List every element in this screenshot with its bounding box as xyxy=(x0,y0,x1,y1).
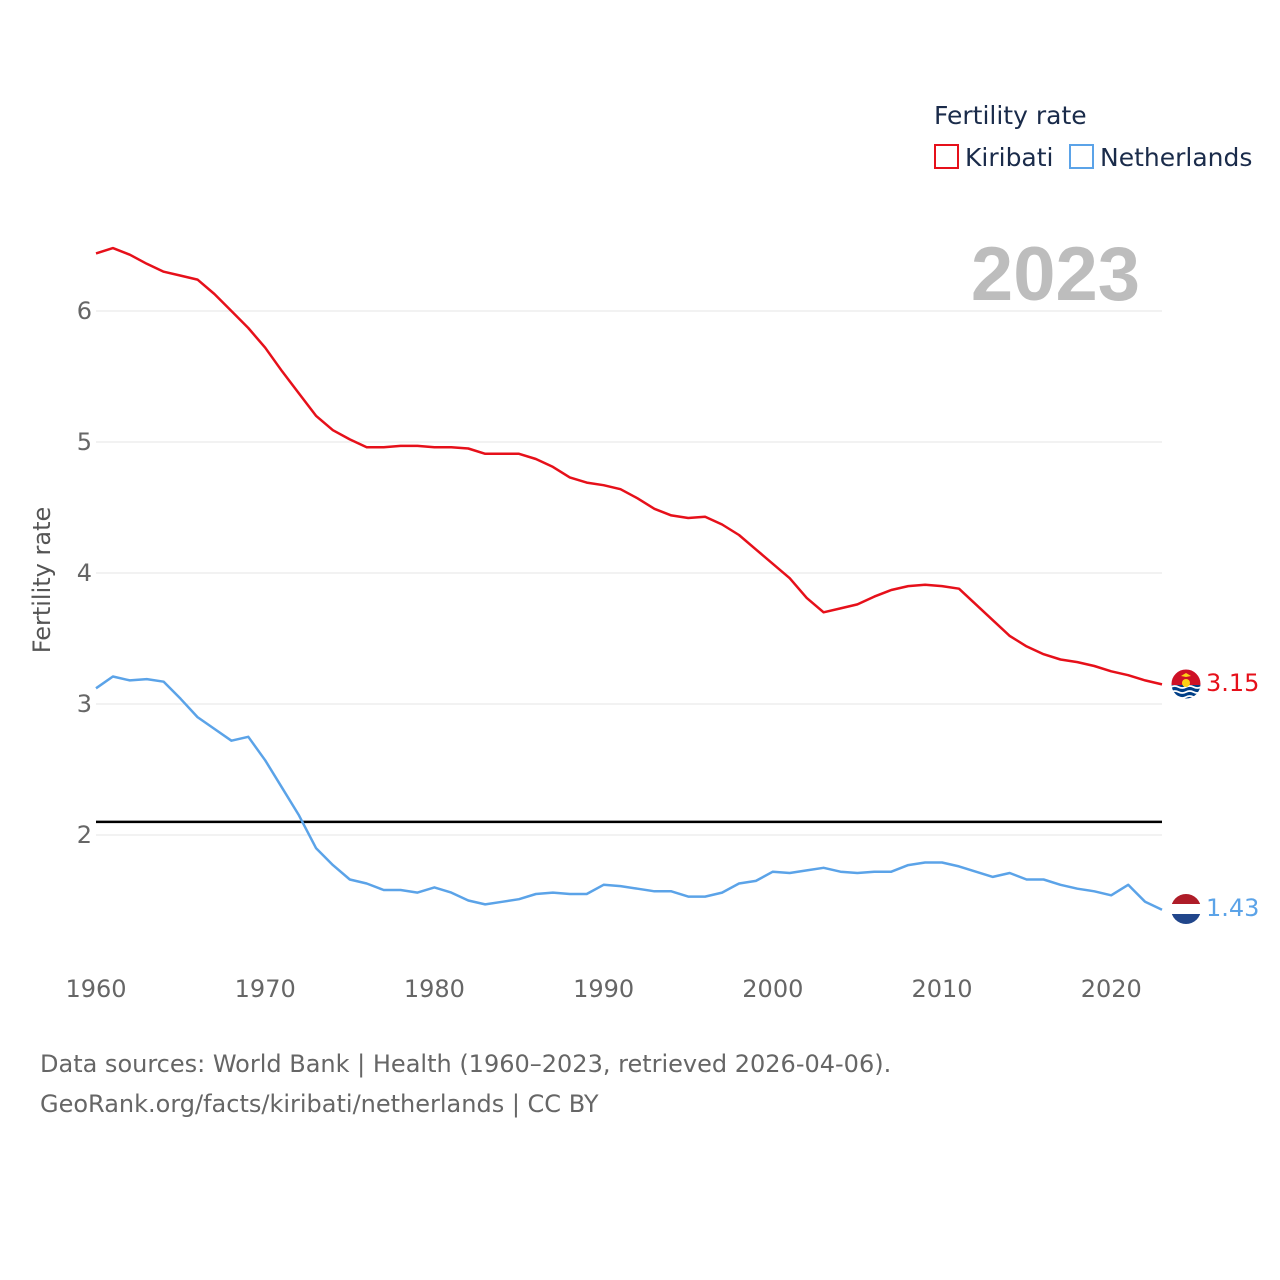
legend-swatch-kiribati[interactable] xyxy=(934,144,959,169)
netherlands-end-value-label: 1.43 xyxy=(1206,894,1259,922)
netherlands-series-line xyxy=(95,675,1163,911)
x-axis-ticks: 1960 1970 1980 1990 2000 2010 2020 xyxy=(65,975,1141,1003)
fertility-rate-chart: Fertility rate Kiribati Netherlands 2023… xyxy=(28,101,1259,1003)
x-tick-label: 1980 xyxy=(404,975,465,1003)
x-tick-label: 2020 xyxy=(1081,975,1142,1003)
x-tick-label: 2010 xyxy=(911,975,972,1003)
y-axis-ticks: 2 3 4 5 6 xyxy=(77,297,92,849)
kiribati-end-value-label: 3.15 xyxy=(1206,669,1259,697)
legend-swatch-netherlands[interactable] xyxy=(1069,144,1094,169)
y-tick-label: 6 xyxy=(77,297,92,325)
legend-label-kiribati[interactable]: Kiribati xyxy=(965,143,1054,172)
y-tick-label: 3 xyxy=(77,690,92,718)
y-tick-label: 5 xyxy=(77,428,92,456)
y-axis-title: Fertility rate xyxy=(28,507,56,654)
legend-label-netherlands[interactable]: Netherlands xyxy=(1100,143,1252,172)
chart-footer: Data sources: World Bank | Health (1960–… xyxy=(40,1044,891,1124)
footer-attribution[interactable]: GeoRank.org/facts/kiribati/netherlands |… xyxy=(40,1090,599,1118)
x-tick-label: 1970 xyxy=(235,975,296,1003)
y-tick-label: 4 xyxy=(77,559,92,587)
x-tick-label: 1960 xyxy=(65,975,126,1003)
grid-lines xyxy=(96,310,1162,836)
footer-sources: Data sources: World Bank | Health (1960–… xyxy=(40,1050,892,1078)
x-tick-label: 1990 xyxy=(573,975,634,1003)
kiribati-series-line xyxy=(95,246,1163,686)
legend-title: Fertility rate xyxy=(934,101,1087,130)
netherlands-flag-icon xyxy=(1171,894,1201,924)
year-label: 2023 xyxy=(971,232,1140,317)
x-tick-label: 2000 xyxy=(742,975,803,1003)
y-tick-label: 2 xyxy=(77,821,92,849)
